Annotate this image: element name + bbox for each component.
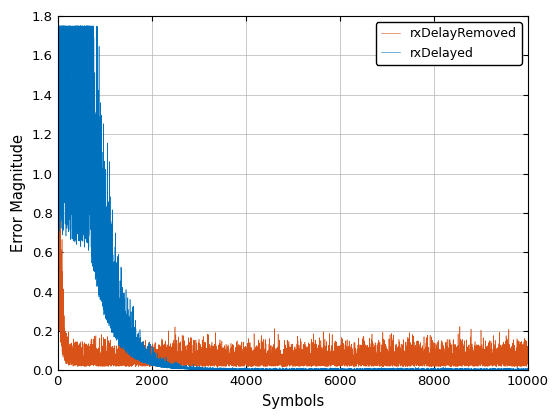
- rxDelayed: [525, 367, 531, 372]
- rxDelayRemoved: [74, 364, 81, 369]
- X-axis label: Symbols: Symbols: [262, 394, 324, 409]
- rxDelayed: [74, 113, 81, 118]
- Line: rxDelayRemoved: rxDelayRemoved: [58, 16, 528, 367]
- rxDelayRemoved: [284, 356, 291, 361]
- rxDelayRemoved: [54, 13, 61, 18]
- rxDelayed: [335, 368, 342, 373]
- rxDelayed: [54, 24, 61, 29]
- rxDelayRemoved: [57, 293, 63, 298]
- Y-axis label: Error Magnitude: Error Magnitude: [11, 134, 26, 252]
- rxDelayRemoved: [147, 364, 153, 369]
- rxDelayed: [82, 186, 89, 191]
- rxDelayed: [147, 361, 153, 366]
- rxDelayed: [500, 366, 506, 371]
- rxDelayed: [54, 134, 61, 139]
- Legend: rxDelayRemoved, rxDelayed: rxDelayRemoved, rxDelayed: [376, 22, 521, 65]
- rxDelayRemoved: [82, 348, 89, 353]
- rxDelayRemoved: [500, 356, 506, 361]
- rxDelayRemoved: [54, 127, 61, 132]
- rxDelayRemoved: [74, 360, 81, 365]
- rxDelayed: [284, 367, 291, 372]
- rxDelayed: [57, 144, 63, 149]
- Line: rxDelayed: rxDelayed: [58, 26, 528, 370]
- rxDelayRemoved: [525, 362, 531, 367]
